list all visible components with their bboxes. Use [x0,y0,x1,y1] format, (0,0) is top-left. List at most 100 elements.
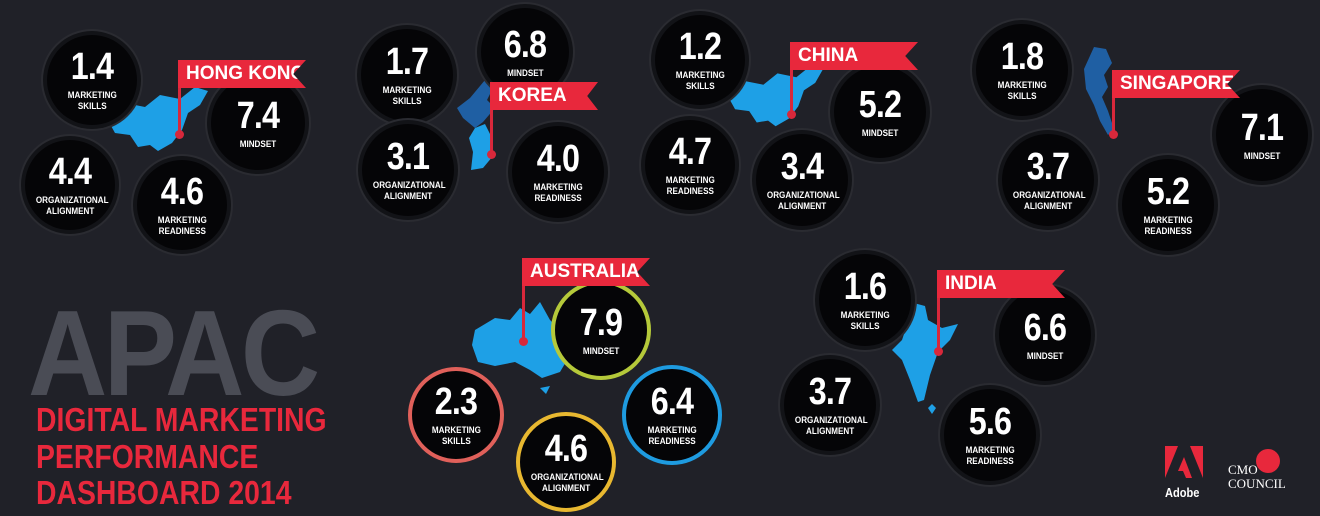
metric-value: 5.2 [1146,171,1190,213]
adobe-wordmark: Adobe [1165,485,1200,500]
metric-value: 1.8 [1000,36,1044,78]
metric-value: 5.2 [858,83,902,126]
metric-value: 1.7 [385,41,429,83]
metric-label: MARKETING SKILLS [675,70,725,91]
metric-label: MARKETING SKILLS [67,90,117,111]
metric-label: MARKETING SKILLS [997,80,1047,101]
singapore-metric-marketing-readiness: 5.2 MARKETING READINESS [1122,159,1214,251]
adobe-a-icon [1165,446,1203,478]
metric-label: MARKETING READINESS [533,182,583,203]
metric-value: 1.6 [843,266,887,308]
subtitle-line-3: DASHBOARD 2014 [36,474,292,511]
hong-kong-flag-pole [175,60,184,139]
india-metric-marketing-readiness: 5.6 MARKETING READINESS [944,389,1036,481]
metric-value: 2.3 [434,381,478,423]
metric-value: 7.1 [1240,106,1284,149]
china-map-hongkong [105,87,208,151]
metric-label: MINDSET [861,127,899,138]
singapore-flag-label: SINGAPORE [1112,70,1240,98]
india-flag-pole [934,270,943,356]
australia-metric-organizational-alignment: 4.6 ORGANIZATIONAL ALIGNMENT [516,412,616,512]
korea-metric-marketing-readiness: 4.0 MARKETING READINESS [512,126,604,218]
australia-flag-label: AUSTRALIA [522,258,650,286]
metric-value: 6.4 [650,381,694,423]
metric-label: MARKETING READINESS [647,425,697,446]
metric-value: 3.7 [808,371,852,413]
metric-label: MARKETING SKILLS [431,425,481,446]
china-flag-pole [787,42,796,119]
australia-metric-marketing-skills: 2.3 MARKETING SKILLS [408,367,504,463]
metric-label: MINDSET [1243,150,1281,161]
metric-value: 7.9 [579,301,623,344]
china-metric-marketing-readiness: 4.7 MARKETING READINESS [645,120,735,210]
metric-value: 6.6 [1023,306,1067,349]
metric-label: MINDSET [506,67,544,78]
india-metric-mindset: 6.6 MINDSET [999,289,1091,381]
metric-label: ORGANIZATIONAL ALIGNMENT [1012,190,1086,211]
metric-label: MARKETING READINESS [965,445,1015,466]
cmo-badge-icon [1256,449,1280,473]
china-metric-marketing-skills: 1.2 MARKETING SKILLS [655,15,745,105]
korea-flag-pole [487,82,496,159]
metric-value: 3.7 [1026,146,1070,188]
australia-metric-mindset: 7.9 MINDSET [551,280,651,380]
australia-metric-marketing-readiness: 6.4 MARKETING READINESS [622,365,722,465]
metric-label: MARKETING SKILLS [382,85,432,106]
subtitle-line-1: DIGITAL MARKETING [36,401,327,438]
metric-label: MINDSET [1026,350,1064,361]
china-map [725,65,823,127]
australia-flag-pole [519,258,528,346]
metric-value: 1.2 [678,26,722,68]
metric-value: 4.7 [668,131,712,173]
china-metric-organizational-alignment: 3.4 ORGANIZATIONAL ALIGNMENT [756,134,848,226]
singapore-metric-marketing-skills: 1.8 MARKETING SKILLS [976,24,1068,116]
india-flag-label: INDIA [937,270,1065,298]
metric-value: 1.4 [70,46,114,88]
cmo-text: CMO [1228,462,1258,477]
korea-map [457,80,495,170]
metric-label: MARKETING READINESS [665,175,715,196]
hong-kong-flag-label: HONG KONG [178,60,306,88]
metric-label: MARKETING READINESS [1143,215,1193,236]
korea-flag-label: KOREA [490,82,598,110]
korea-metric-organizational-alignment: 3.1 ORGANIZATIONAL ALIGNMENT [362,124,454,216]
india-metric-organizational-alignment: 3.7 ORGANIZATIONAL ALIGNMENT [784,359,876,451]
hong-kong-metric-mindset: 7.4 MINDSET [211,76,305,170]
apac-title: APAC [28,285,320,421]
metric-label: MARKETING READINESS [157,215,207,236]
adobe-logo: Adobe [1165,446,1205,500]
korea-metric-mindset: 6.8 MINDSET [481,8,569,96]
metric-value: 6.8 [503,23,547,66]
singapore-metric-organizational-alignment: 3.7 ORGANIZATIONAL ALIGNMENT [1002,134,1094,226]
metric-label: ORGANIZATIONAL ALIGNMENT [794,415,868,436]
metric-label: ORGANIZATIONAL ALIGNMENT [372,180,446,201]
subtitle-line-2: PERFORMANCE [36,438,259,475]
metric-value: 4.0 [536,138,580,180]
india-map [892,302,958,414]
metric-label: MINDSET [582,345,620,356]
metric-value: 4.4 [48,151,92,193]
metric-value: 3.4 [780,146,824,188]
hong-kong-metric-marketing-skills: 1.4 MARKETING SKILLS [47,35,137,125]
council-text: COUNCIL [1228,476,1286,491]
metric-label: MINDSET [239,138,277,149]
metric-value: 5.6 [968,401,1012,443]
china-flag-label: CHINA [790,42,918,70]
singapore-flag-pole [1109,70,1118,139]
metric-label: ORGANIZATIONAL ALIGNMENT [530,472,604,493]
metric-value: 7.4 [236,94,280,137]
korea-metric-marketing-skills: 1.7 MARKETING SKILLS [361,29,453,121]
india-metric-marketing-skills: 1.6 MARKETING SKILLS [819,254,911,346]
cmo-council-logo: CMO COUNCIL [1228,449,1286,491]
hong-kong-metric-organizational-alignment: 4.4 ORGANIZATIONAL ALIGNMENT [25,140,115,230]
china-metric-mindset: 5.2 MINDSET [834,66,926,158]
metric-label: ORGANIZATIONAL ALIGNMENT [35,195,109,216]
metric-value: 4.6 [544,428,588,470]
metric-label: ORGANIZATIONAL ALIGNMENT [766,190,840,211]
singapore-map [1084,47,1114,135]
hong-kong-metric-marketing-readiness: 4.6 MARKETING READINESS [137,160,227,250]
metric-label: MARKETING SKILLS [840,310,890,331]
singapore-metric-mindset: 7.1 MINDSET [1216,89,1308,181]
metric-value: 4.6 [160,171,204,213]
metric-value: 3.1 [386,136,430,178]
